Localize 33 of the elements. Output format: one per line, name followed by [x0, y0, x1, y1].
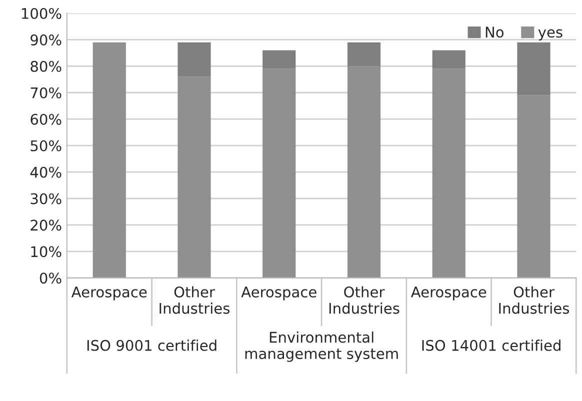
y-tick-label: 60%	[30, 114, 62, 125]
y-tick-label: 80%	[30, 60, 62, 72]
legend-label: No	[486, 26, 504, 38]
y-tick-label: 70%	[30, 87, 62, 98]
y-tick-label: 10%	[31, 246, 62, 258]
bar	[262, 68, 296, 278]
text: ISO 9001 certified	[87, 340, 216, 351]
x-tick-label: Other Industries	[160, 286, 230, 314]
bar	[517, 95, 550, 278]
x-tick-label: Other Industries	[499, 286, 570, 314]
x-tick-label: Other Industries	[329, 286, 400, 314]
bar	[178, 42, 211, 77]
x-tick-label: Aerospace	[241, 286, 316, 300]
bar	[517, 42, 550, 96]
bar	[347, 42, 381, 66]
y-tick-label: 100%	[22, 8, 62, 19]
text: ISO 14001 certified	[422, 340, 560, 351]
y-tick-label: 20%	[30, 220, 62, 231]
x-tick-label: Aerospace	[71, 286, 147, 300]
bar	[347, 66, 381, 278]
y-tick-label: 50%	[30, 140, 62, 152]
y-tick-label: 30%	[30, 193, 62, 204]
bar	[92, 42, 126, 278]
y-tick-label: 0%	[40, 272, 62, 284]
legend-label: yes	[538, 29, 562, 40]
y-tick-label: 90%	[30, 34, 62, 46]
y-tick-label: 40%	[30, 166, 62, 178]
bar	[178, 76, 211, 278]
bar	[432, 50, 466, 69]
bar	[262, 50, 296, 69]
x-tick-label: Aerospace	[410, 286, 486, 300]
text: Environmental management system	[245, 331, 398, 362]
bar	[432, 68, 466, 278]
